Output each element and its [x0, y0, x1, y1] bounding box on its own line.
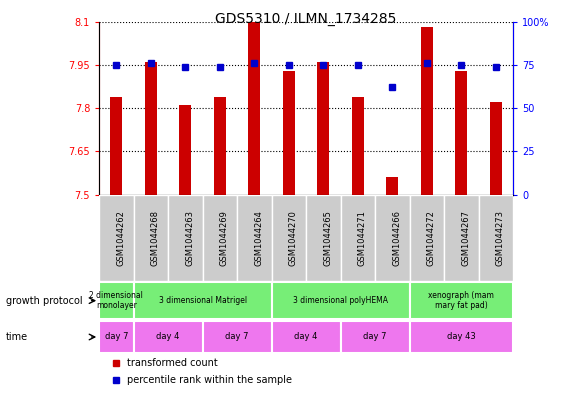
- Bar: [283, 71, 295, 195]
- Bar: [479, 195, 513, 281]
- Text: GSM1044264: GSM1044264: [254, 210, 264, 266]
- Bar: [145, 62, 157, 195]
- Bar: [214, 97, 226, 195]
- Text: transformed count: transformed count: [127, 358, 217, 367]
- Text: day 7: day 7: [104, 332, 128, 342]
- Bar: [317, 62, 329, 195]
- Bar: [340, 321, 409, 353]
- Bar: [306, 195, 340, 281]
- Text: GDS5310 / ILMN_1734285: GDS5310 / ILMN_1734285: [215, 12, 397, 26]
- Bar: [272, 282, 409, 319]
- Text: day 7: day 7: [226, 332, 249, 342]
- Text: day 4: day 4: [156, 332, 180, 342]
- Bar: [490, 102, 502, 195]
- Text: GSM1044267: GSM1044267: [461, 210, 470, 266]
- Bar: [134, 282, 272, 319]
- Bar: [272, 195, 306, 281]
- Bar: [455, 71, 468, 195]
- Bar: [352, 97, 364, 195]
- Text: 3 dimensional Matrigel: 3 dimensional Matrigel: [159, 296, 247, 305]
- Text: time: time: [6, 332, 28, 342]
- Bar: [134, 321, 203, 353]
- Bar: [421, 28, 433, 195]
- Bar: [99, 282, 134, 319]
- Text: GSM1044268: GSM1044268: [151, 210, 160, 266]
- Bar: [387, 177, 398, 195]
- Bar: [203, 321, 272, 353]
- Text: GSM1044266: GSM1044266: [392, 210, 401, 266]
- Text: day 4: day 4: [294, 332, 318, 342]
- Bar: [272, 321, 340, 353]
- Text: day 43: day 43: [447, 332, 476, 342]
- Text: GSM1044272: GSM1044272: [427, 210, 436, 266]
- Bar: [110, 97, 122, 195]
- Bar: [237, 195, 272, 281]
- Bar: [409, 282, 513, 319]
- Bar: [375, 195, 409, 281]
- Bar: [134, 195, 168, 281]
- Text: percentile rank within the sample: percentile rank within the sample: [127, 375, 292, 385]
- Text: GSM1044262: GSM1044262: [117, 210, 125, 266]
- Text: day 7: day 7: [363, 332, 387, 342]
- Text: GSM1044265: GSM1044265: [324, 210, 332, 266]
- Text: GSM1044273: GSM1044273: [496, 210, 505, 266]
- Bar: [203, 195, 237, 281]
- Text: 2 dimensional
monolayer: 2 dimensional monolayer: [89, 291, 143, 310]
- Text: GSM1044271: GSM1044271: [358, 210, 367, 266]
- Bar: [180, 105, 191, 195]
- Bar: [409, 321, 513, 353]
- Text: GSM1044270: GSM1044270: [289, 210, 298, 266]
- Text: xenograph (mam
mary fat pad): xenograph (mam mary fat pad): [429, 291, 494, 310]
- Bar: [444, 195, 479, 281]
- Text: GSM1044263: GSM1044263: [185, 210, 194, 266]
- Bar: [99, 321, 134, 353]
- Bar: [409, 195, 444, 281]
- Bar: [340, 195, 375, 281]
- Text: growth protocol: growth protocol: [6, 296, 82, 306]
- Bar: [248, 22, 261, 195]
- Bar: [99, 195, 134, 281]
- Text: 3 dimensional polyHEMA: 3 dimensional polyHEMA: [293, 296, 388, 305]
- Bar: [168, 195, 203, 281]
- Text: GSM1044269: GSM1044269: [220, 210, 229, 266]
